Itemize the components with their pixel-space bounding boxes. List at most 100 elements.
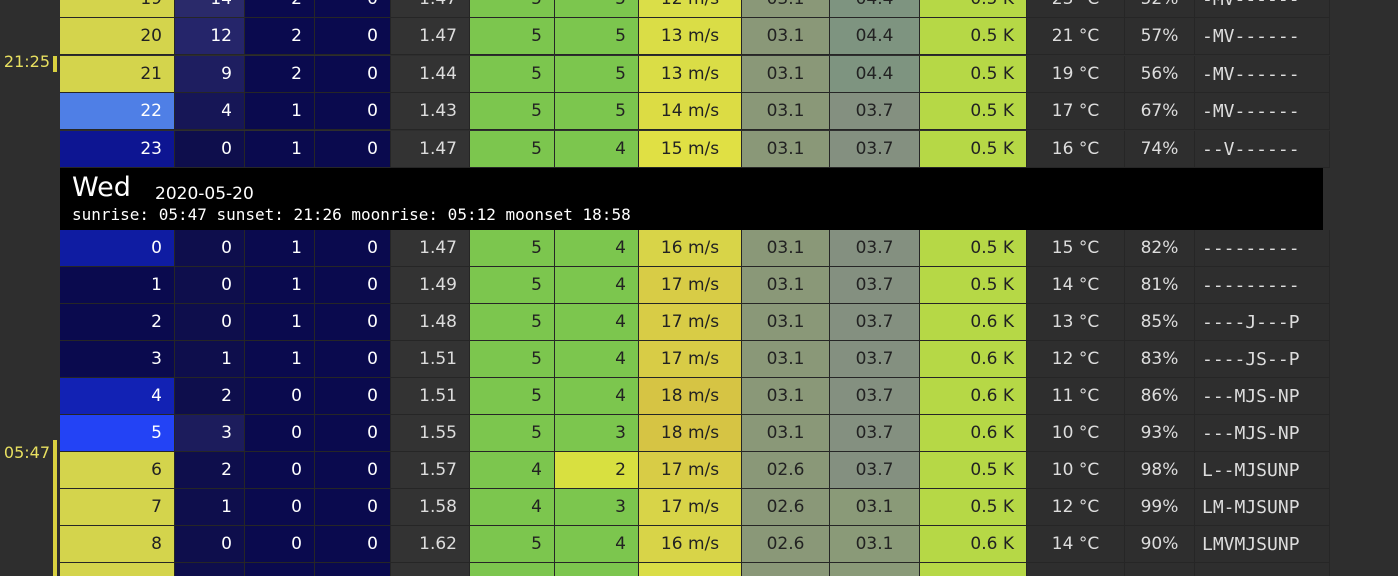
code: -MV------	[1195, 55, 1330, 93]
col-a: 0	[175, 526, 245, 563]
col-f: 4	[555, 341, 639, 378]
col-e: 5	[470, 378, 555, 415]
col-h: 03.1	[830, 489, 920, 526]
col-e: 5	[470, 18, 555, 56]
col-d	[391, 563, 470, 576]
col-d: 1.51	[391, 341, 470, 378]
col-k: 0.6 K	[920, 415, 1027, 452]
wind: 15 m/s	[639, 130, 742, 168]
code: ---MJS-NP	[1195, 415, 1330, 452]
col-c: 0	[315, 415, 391, 452]
humidity: 93%	[1125, 415, 1195, 452]
humidity: 74%	[1125, 130, 1195, 168]
col-a: 3	[175, 415, 245, 452]
col-e: 5	[470, 526, 555, 563]
col-h: 03.7	[830, 378, 920, 415]
col-e: 5	[470, 304, 555, 341]
col-h: 03.7	[830, 341, 920, 378]
hour: 2	[60, 304, 175, 341]
col-a: 2	[175, 378, 245, 415]
col-a: 4	[175, 93, 245, 131]
col-a: 12	[175, 18, 245, 56]
day-name: Wed	[72, 172, 131, 203]
col-k: 0.5 K	[920, 55, 1027, 93]
hour: 20	[60, 18, 175, 56]
side-bar	[53, 56, 57, 72]
col-a: 0	[175, 267, 245, 304]
col-g	[742, 563, 830, 576]
col-k: 0.5 K	[920, 18, 1027, 56]
wind: 17 m/s	[639, 267, 742, 304]
col-g: 03.1	[742, 378, 830, 415]
col-g: 02.6	[742, 489, 830, 526]
wind: 17 m/s	[639, 452, 742, 489]
code	[1195, 563, 1330, 576]
col-k: 0.6 K	[920, 304, 1027, 341]
col-h	[830, 563, 920, 576]
col-b: 2	[245, 55, 315, 93]
code: ----J---P	[1195, 304, 1330, 341]
wind: 13 m/s	[639, 55, 742, 93]
code: -MV------	[1195, 93, 1330, 131]
col-d: 1.49	[391, 267, 470, 304]
col-k	[920, 563, 1027, 576]
code: ----JS--P	[1195, 341, 1330, 378]
code: L--MJSUNP	[1195, 452, 1330, 489]
col-g: 03.1	[742, 267, 830, 304]
col-k: 0.5 K	[920, 489, 1027, 526]
humidity: 56%	[1125, 55, 1195, 93]
col-h: 03.7	[830, 304, 920, 341]
col-e: 4	[470, 489, 555, 526]
col-f: 4	[555, 130, 639, 168]
col-g: 03.1	[742, 304, 830, 341]
hour: 0	[60, 230, 175, 267]
col-h: 03.7	[830, 230, 920, 267]
wind: 13 m/s	[639, 18, 742, 56]
humidity: 98%	[1125, 452, 1195, 489]
col-f: 4	[555, 267, 639, 304]
col-c: 0	[315, 55, 391, 93]
temperature: 14 °C	[1027, 526, 1125, 563]
col-d: 1.48	[391, 304, 470, 341]
col-f: 2	[555, 452, 639, 489]
humidity: 99%	[1125, 489, 1195, 526]
code: ---------	[1195, 267, 1330, 304]
col-b: 1	[245, 230, 315, 267]
col-g: 03.1	[742, 130, 830, 168]
col-d: 1.58	[391, 489, 470, 526]
hour: 23	[60, 130, 175, 168]
col-g: 02.6	[742, 526, 830, 563]
humidity: 85%	[1125, 304, 1195, 341]
col-c: 0	[315, 267, 391, 304]
code: -MV------	[1195, 0, 1330, 18]
col-b: 1	[245, 267, 315, 304]
col-b: 2	[245, 0, 315, 18]
col-b: 1	[245, 93, 315, 131]
col-e: 5	[470, 341, 555, 378]
temperature: 10 °C	[1027, 415, 1125, 452]
col-h: 03.7	[830, 93, 920, 131]
code: LMVMJSUNP	[1195, 526, 1330, 563]
col-b: 0	[245, 378, 315, 415]
col-g: 02.6	[742, 452, 830, 489]
col-e: 5	[470, 55, 555, 93]
col-d: 1.62	[391, 526, 470, 563]
col-e: 5	[470, 230, 555, 267]
wind	[639, 563, 742, 576]
col-b: 1	[245, 341, 315, 378]
col-k: 0.5 K	[920, 267, 1027, 304]
col-c: 0	[315, 18, 391, 56]
humidity: 52%	[1125, 0, 1195, 18]
temperature: 15 °C	[1027, 230, 1125, 267]
col-f: 5	[555, 18, 639, 56]
col-g: 03.1	[742, 341, 830, 378]
col-b: 1	[245, 130, 315, 168]
temperature: 19 °C	[1027, 55, 1125, 93]
col-c: 0	[315, 378, 391, 415]
side-time: 21:25	[3, 52, 50, 71]
col-h: 03.7	[830, 452, 920, 489]
col-h: 03.7	[830, 130, 920, 168]
col-h: 04.4	[830, 0, 920, 18]
col-c: 0	[315, 0, 391, 18]
hour: 22	[60, 93, 175, 131]
